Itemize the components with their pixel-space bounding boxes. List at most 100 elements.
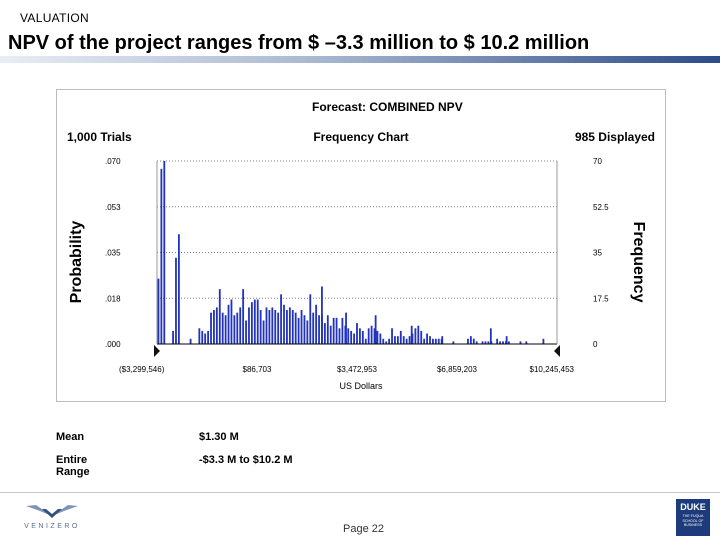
histogram-bar	[396, 336, 399, 344]
histogram-bar	[177, 234, 180, 344]
histogram-bar	[441, 336, 444, 344]
histogram-bar	[472, 338, 475, 344]
x-tick-label: $3,472,953	[337, 365, 378, 374]
histogram-bar	[402, 336, 405, 344]
histogram-bar	[312, 312, 315, 344]
y-left-tick-label: .000	[105, 340, 121, 349]
histogram-bar	[502, 341, 504, 344]
histogram-bar	[326, 315, 329, 344]
histogram-bar	[300, 310, 303, 344]
histogram-bar	[239, 307, 242, 344]
histogram-bar	[347, 328, 350, 344]
histogram-bar	[189, 338, 192, 344]
histogram-bar	[481, 341, 484, 344]
y-axis-label-probability: Probability	[68, 221, 85, 304]
histogram-bar	[394, 336, 396, 344]
histogram-bar	[297, 317, 300, 344]
histogram-bar	[291, 310, 294, 344]
histogram-bar	[350, 330, 353, 344]
histogram-bar	[356, 323, 358, 344]
y-left-tick-label: .053	[105, 203, 121, 212]
y-right-tick-label: 0	[593, 340, 598, 349]
histogram-bar	[294, 312, 297, 344]
histogram-bar	[437, 338, 440, 344]
histogram-bar	[288, 307, 291, 344]
range-start-marker-icon[interactable]	[154, 345, 160, 357]
y-right-tick-label: 35	[593, 249, 602, 258]
histogram-bar	[283, 304, 285, 344]
histogram-bar	[388, 338, 391, 344]
histogram-bar	[242, 289, 245, 344]
histogram-bar	[172, 330, 174, 344]
y-right-tick-label: 70	[593, 157, 602, 166]
x-tick-label: $10,245,453	[530, 365, 575, 374]
forecast-chart-frame: .000 .018 .035 .053 .070 0 17.5 35 52.5 70 ($3,299…	[56, 89, 666, 402]
histogram-bar	[245, 320, 247, 344]
histogram-bar	[323, 323, 326, 344]
histogram-bar	[256, 299, 259, 344]
histogram-bar	[507, 341, 510, 344]
histogram-bar	[309, 294, 312, 344]
histogram-bar	[332, 317, 335, 344]
histogram-bar	[210, 312, 212, 344]
histogram-bar	[271, 307, 274, 344]
frequency-chart: .000 .018 .035 .053 .070 0 17.5 35 52.5 70 ($3,299…	[67, 100, 655, 391]
histogram-bar	[248, 307, 250, 344]
histogram-bar	[399, 330, 402, 344]
histogram-bar	[417, 325, 420, 344]
histogram-bar	[405, 338, 408, 344]
histogram-bar	[345, 312, 347, 344]
histogram-bar	[204, 333, 207, 344]
histogram-bar	[175, 257, 177, 344]
histogram-bar	[373, 328, 376, 344]
histogram-bar	[157, 278, 160, 344]
histogram-bar	[525, 341, 528, 344]
histogram-bar	[414, 328, 417, 344]
histogram-bar	[236, 312, 239, 344]
histogram-bar	[519, 341, 522, 344]
histogram-bar	[385, 341, 388, 344]
histogram-bar	[338, 328, 341, 344]
y-left-tick-label: .018	[105, 294, 121, 303]
histogram-bar	[315, 304, 318, 344]
histogram-bar	[408, 336, 411, 344]
x-tick-label: ($3,299,546)	[119, 365, 165, 374]
slide-title: NPV of the project ranges from $ –3.3 mi…	[8, 32, 590, 54]
histogram-bar	[410, 325, 413, 344]
histogram-bar	[250, 302, 253, 344]
histogram-bar	[379, 333, 382, 344]
mean-label: Mean	[56, 431, 85, 443]
x-tick-label: $86,703	[243, 365, 272, 374]
histogram-bar	[277, 312, 280, 344]
histogram-bar	[201, 330, 204, 344]
histogram-bar	[359, 328, 361, 344]
histogram-bar	[391, 328, 393, 344]
histogram-bar	[230, 299, 233, 344]
histogram-bar	[469, 336, 472, 344]
histogram-bar	[262, 320, 265, 344]
histogram-bar	[341, 317, 344, 344]
duke-logo: DUKE THE FUQUA SCHOOL OF BUSINESS	[676, 499, 710, 536]
histogram-bar	[467, 338, 469, 344]
histogram-bar	[224, 315, 227, 344]
venizero-logo: VENIZERO	[16, 500, 88, 532]
range-end-marker-icon[interactable]	[554, 345, 560, 357]
histogram-bar	[361, 330, 364, 344]
section-label: VALUATION	[20, 11, 89, 25]
histogram-bar	[303, 315, 306, 344]
trials-label: 1,000 Trials	[67, 130, 132, 144]
histogram-bar	[432, 338, 434, 344]
histogram-bar	[452, 341, 455, 344]
histogram-bar	[306, 320, 309, 344]
histogram-bar	[489, 328, 492, 344]
histogram-bar	[496, 338, 499, 344]
histogram-bar	[487, 341, 490, 344]
histogram-bar	[233, 315, 236, 344]
histogram-bar	[420, 330, 423, 344]
histogram-bar	[321, 286, 323, 344]
histogram-bar	[280, 294, 282, 344]
histogram-bar	[484, 341, 487, 344]
histogram-bar	[215, 307, 218, 344]
page-number: Page 22	[343, 523, 384, 535]
title-underline-bar	[0, 56, 720, 63]
